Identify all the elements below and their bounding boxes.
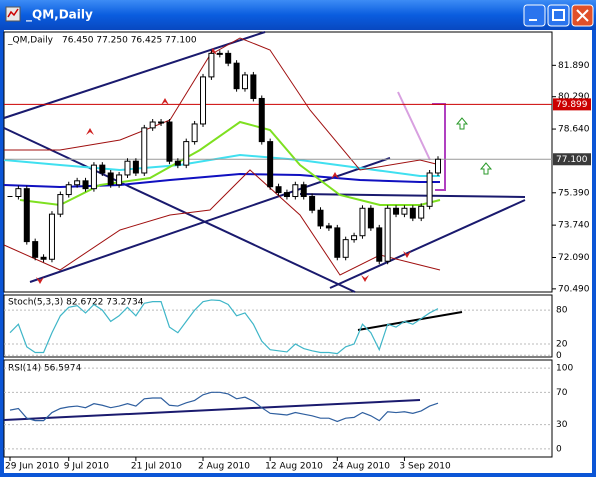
- indicator-tick-label: 100: [556, 364, 573, 374]
- fractal-arrows: [36, 48, 411, 284]
- candle: [334, 227, 341, 258]
- candle: [258, 97, 265, 143]
- candle: [418, 205, 425, 219]
- candle: [107, 172, 114, 186]
- candle: [351, 235, 358, 241]
- candle: [233, 62, 240, 90]
- indicator-tick-label: 0: [556, 351, 562, 361]
- candle: [200, 76, 207, 125]
- y-tick-label: 70.490: [558, 284, 590, 294]
- candle: [65, 184, 72, 196]
- y-tick-label: 80.290: [558, 92, 590, 102]
- candle: [267, 141, 274, 188]
- candle: [174, 160, 181, 166]
- level-label-bg: [553, 153, 591, 166]
- x-tick-label: 3 Sep 2010: [399, 462, 451, 472]
- ohlc-header: 76.450 77.250 76.425 77.100: [62, 36, 197, 46]
- x-tick-label: 2 Aug 2010: [198, 462, 250, 472]
- x-tick-label: 12 Aug 2010: [265, 462, 323, 472]
- candle: [23, 188, 30, 243]
- close-button[interactable]: [571, 4, 594, 27]
- minimize-button[interactable]: [523, 4, 546, 27]
- candle: [325, 225, 332, 229]
- candle: [292, 184, 299, 198]
- candle: [384, 207, 391, 262]
- candle: [426, 172, 433, 207]
- candle: [149, 121, 156, 129]
- y-tick-label: 81.890: [558, 61, 590, 71]
- x-tick-label: 29 Jun 2010: [5, 462, 59, 472]
- maximize-button[interactable]: [547, 4, 570, 27]
- indicator-tick-label: 80: [556, 306, 568, 316]
- candle: [309, 196, 316, 211]
- candle: [158, 121, 165, 124]
- candle: [393, 207, 400, 215]
- indicator-tick-label: 20: [556, 340, 568, 350]
- candle: [300, 184, 307, 198]
- candle: [275, 186, 282, 194]
- main-panel: [3, 31, 553, 293]
- candle: [191, 123, 198, 143]
- candle: [367, 207, 374, 229]
- candle: [166, 121, 173, 162]
- candle: [82, 180, 89, 190]
- y-tick-label: 78.640: [558, 125, 590, 135]
- candle: [99, 164, 106, 174]
- candle: [250, 74, 257, 99]
- y-tick-label: 73.740: [558, 221, 590, 231]
- stoch-line: [9, 299, 439, 355]
- candle: [225, 52, 232, 64]
- candle: [342, 239, 349, 258]
- candle: [359, 207, 366, 237]
- chart-area: [4, 30, 592, 473]
- candle: [401, 207, 408, 215]
- candle: [124, 160, 131, 176]
- y-tick-label: 72.090: [558, 253, 590, 263]
- candle: [241, 74, 248, 90]
- x-tick-label: 9 Jul 2010: [64, 462, 109, 472]
- rsi-line: [9, 391, 439, 423]
- candle: [57, 194, 64, 215]
- candle: [32, 241, 39, 258]
- stoch-panel: [3, 294, 553, 358]
- indicator-tick-label: 30: [556, 420, 568, 430]
- candle: [132, 160, 139, 174]
- signal-arrows: [455, 117, 493, 175]
- indicator-tick-label: 70: [556, 388, 568, 398]
- level-label: 77.100: [556, 155, 588, 165]
- candle: [216, 52, 223, 55]
- rsi-panel: [3, 359, 553, 458]
- x-tick-label: 24 Aug 2010: [332, 462, 390, 472]
- candle: [208, 52, 215, 78]
- price-header: _QM,Daily: [7, 36, 54, 46]
- level-label: 79.899: [556, 100, 588, 110]
- stoch-label: Stoch(5,3,3) 82.6722 73.2734: [8, 298, 144, 308]
- x-tick-label: 21 Jul 2010: [131, 462, 182, 472]
- candle: [48, 213, 55, 260]
- candle: [141, 127, 148, 174]
- candle: [283, 192, 290, 198]
- candle: [317, 209, 324, 227]
- candle: [116, 174, 123, 186]
- candle: [15, 188, 22, 198]
- window-title: _QM,Daily: [26, 8, 93, 23]
- y-tick-label: 75.390: [558, 188, 590, 198]
- icon-graph: [7, 8, 19, 18]
- candle: [409, 207, 416, 219]
- indicator-tick-label: 0: [556, 444, 562, 454]
- title-bar: [0, 0, 596, 30]
- candle: [74, 180, 81, 186]
- candle: [376, 227, 383, 262]
- candle: [90, 164, 97, 190]
- candle: [183, 141, 190, 166]
- level-label-bg: [553, 98, 591, 111]
- candle: [435, 158, 441, 174]
- candle: [40, 256, 47, 260]
